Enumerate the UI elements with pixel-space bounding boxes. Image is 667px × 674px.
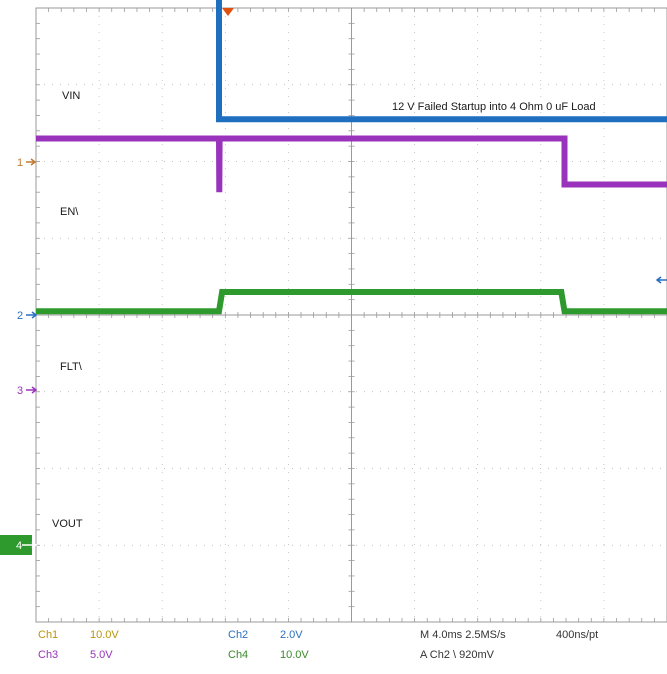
timebase-readout: M 4.0ms 2.5MS/s — [420, 629, 506, 641]
resolution-readout: 400ns/pt — [556, 629, 598, 641]
trigger-position-icon[interactable] — [222, 8, 234, 16]
series-label-en: EN\ — [60, 206, 79, 218]
ch4-marker-box — [0, 535, 32, 555]
trace-flt — [36, 135, 667, 193]
ch3-marker-label: 3 — [17, 385, 23, 397]
traces — [36, 0, 667, 315]
ch2-marker-label: 2 — [17, 310, 23, 322]
ch1-label: Ch1 — [38, 629, 58, 641]
trigger-level-icon[interactable] — [655, 276, 667, 284]
ch3-marker[interactable]: 3 — [17, 385, 38, 397]
ch2-scale: 2.0V — [280, 629, 303, 641]
trace-en — [216, 0, 667, 123]
graticule — [35, 7, 667, 623]
trace-vout — [36, 289, 667, 315]
ch4-arrow-icon — [22, 541, 38, 549]
ch2-marker[interactable]: 2 — [17, 310, 38, 322]
series-label-vin: VIN — [62, 90, 80, 102]
ch1-scale: 10.0V — [90, 629, 119, 641]
readout-panel: Ch1 10.0V Ch3 5.0V Ch2 2.0V Ch4 10.0V M … — [38, 629, 598, 661]
ch4-marker[interactable]: 4 — [0, 535, 38, 555]
ch4-marker-label: 4 — [16, 540, 22, 552]
ch1-marker-label: 1 — [17, 157, 23, 169]
ch3-scale: 5.0V — [90, 649, 113, 661]
ch3-label: Ch3 — [38, 649, 58, 661]
ch4-scale: 10.0V — [280, 649, 309, 661]
ch3-arrow-icon — [26, 386, 38, 394]
series-label-flt: FLT\ — [60, 361, 83, 373]
series-label-vout: VOUT — [52, 518, 83, 530]
chart-title: 12 V Failed Startup into 4 Ohm 0 uF Load — [392, 101, 596, 113]
ch2-label: Ch2 — [228, 629, 248, 641]
ch1-marker[interactable]: 1 — [17, 157, 37, 169]
ch1-arrow-icon — [26, 158, 37, 166]
ch4-label: Ch4 — [228, 649, 248, 661]
ch2-arrow-icon — [26, 311, 38, 319]
trigger-readout: A Ch2 \ 920mV — [420, 649, 495, 661]
